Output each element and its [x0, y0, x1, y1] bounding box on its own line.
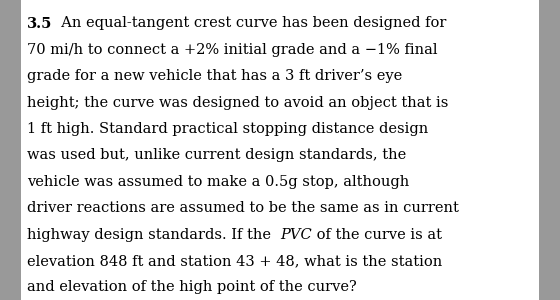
- Text: grade for a new vehicle that has a 3 ft driver’s eye: grade for a new vehicle that has a 3 ft …: [27, 69, 402, 83]
- Text: highway design standards. If the: highway design standards. If the: [27, 228, 280, 242]
- Text: height; the curve was designed to avoid an object that is: height; the curve was designed to avoid …: [27, 96, 448, 110]
- Text: PVC: PVC: [280, 228, 312, 242]
- Text: of the curve is at: of the curve is at: [312, 228, 442, 242]
- Text: and elevation of the high point of the curve?: and elevation of the high point of the c…: [27, 280, 357, 295]
- FancyBboxPatch shape: [21, 0, 539, 300]
- Text: driver reactions are assumed to be the same as in current: driver reactions are assumed to be the s…: [27, 201, 459, 215]
- Text: 70 mi/h to connect a +2% initial grade and a −1% final: 70 mi/h to connect a +2% initial grade a…: [27, 43, 437, 57]
- Text: vehicle was assumed to make a 0.5g stop, although: vehicle was assumed to make a 0.5g stop,…: [27, 175, 409, 189]
- Text: was used but, unlike current design standards, the: was used but, unlike current design stan…: [27, 148, 406, 163]
- Text: An equal-tangent crest curve has been designed for: An equal-tangent crest curve has been de…: [52, 16, 447, 31]
- Text: elevation 848 ft and station 43 + 48, what is the station: elevation 848 ft and station 43 + 48, wh…: [27, 254, 442, 268]
- Text: 3.5: 3.5: [27, 16, 52, 31]
- Text: 1 ft high. Standard practical stopping distance design: 1 ft high. Standard practical stopping d…: [27, 122, 428, 136]
